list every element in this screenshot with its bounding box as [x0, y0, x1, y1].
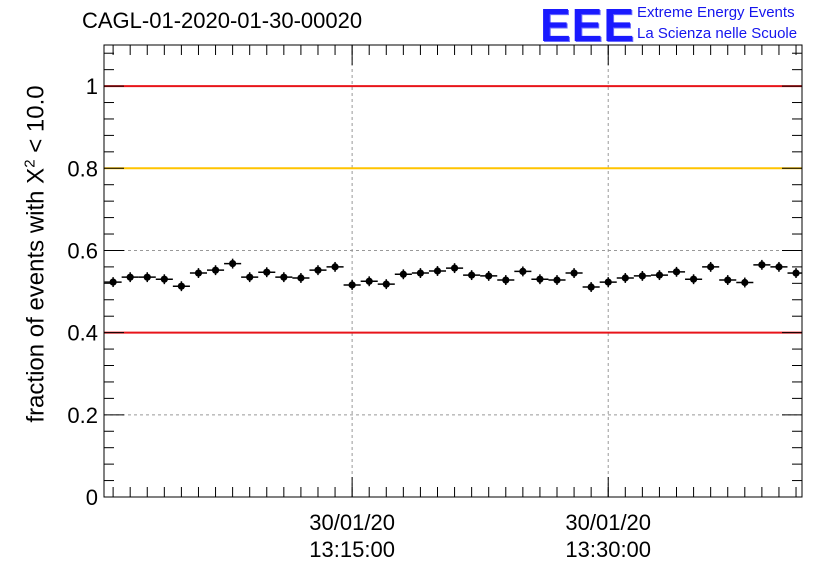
data-point [194, 269, 203, 277]
data-point [468, 271, 476, 279]
data-point [365, 277, 373, 285]
data-point [177, 282, 185, 290]
data-point [724, 276, 732, 284]
data-point [792, 269, 800, 277]
data-point [263, 268, 271, 276]
y-tick-label: 1 [86, 74, 98, 99]
data-point [536, 275, 544, 283]
data-point [382, 280, 390, 288]
y-tick-label: 0 [86, 485, 98, 510]
x-tick-label-time: 13:15:00 [309, 537, 395, 562]
data-point [604, 278, 612, 286]
data-point [638, 272, 646, 280]
x-tick-label-date: 30/01/20 [309, 510, 395, 535]
x-tick-label-date: 30/01/20 [565, 510, 651, 535]
eee-logo: EEE Extreme Energy Events La Scienza nel… [540, 0, 830, 51]
y-tick-label: 0.8 [67, 156, 98, 181]
plot-frame [103, 44, 803, 498]
data-point [672, 268, 681, 276]
data-point [399, 270, 407, 278]
data-point [553, 276, 561, 284]
data-point [485, 272, 493, 280]
data-point [689, 275, 698, 283]
y-tick-label: 0.2 [67, 403, 98, 428]
data-point [519, 267, 527, 276]
data-point [433, 267, 442, 275]
data-point [348, 281, 356, 289]
y-tick-label: 0.6 [67, 238, 98, 263]
data-point [502, 276, 510, 284]
y-tick-label: 0.4 [67, 321, 98, 346]
data-point [655, 271, 664, 279]
data-point [741, 278, 749, 287]
data-point [707, 263, 715, 271]
logo-line-1: Extreme Energy Events [637, 4, 795, 21]
data-point [280, 273, 288, 281]
data-point [143, 273, 151, 281]
logo-line-2: La Scienza nelle Scuole [637, 25, 798, 42]
data-point [587, 283, 595, 291]
data-point [775, 263, 783, 271]
data-point [621, 274, 629, 282]
data-point [211, 266, 220, 274]
data-point [331, 263, 339, 271]
data-point [450, 264, 459, 272]
data-point [758, 261, 766, 269]
data-point [416, 269, 425, 277]
data-point [109, 278, 117, 286]
eee-logo-mark: EEE [540, 0, 636, 51]
chart-title: CAGL-01-2020-01-30-00020 [82, 8, 363, 33]
data-point [126, 273, 134, 281]
data-point [314, 266, 322, 274]
data-point [160, 275, 168, 283]
data-point [246, 273, 254, 281]
data-point [229, 260, 237, 268]
data-point [570, 269, 578, 277]
data-point [297, 274, 305, 282]
x-tick-label-time: 13:30:00 [565, 537, 651, 562]
